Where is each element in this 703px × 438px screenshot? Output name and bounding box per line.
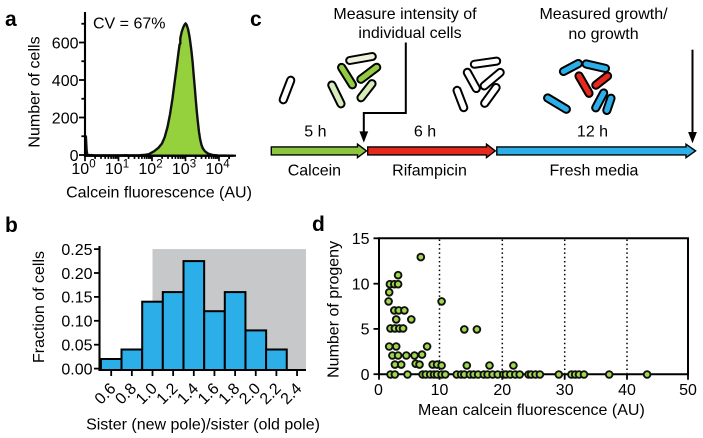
svg-text:0.20: 0.20 — [61, 266, 92, 283]
svg-text:individual cells: individual cells — [358, 25, 461, 42]
svg-text:Measured growth/: Measured growth/ — [539, 6, 668, 23]
svg-text:0: 0 — [361, 367, 370, 384]
svg-text:0.25: 0.25 — [61, 242, 92, 259]
svg-text:0.00: 0.00 — [61, 361, 92, 378]
svg-text:40: 40 — [618, 382, 636, 399]
svg-text:Fraction of cells: Fraction of cells — [31, 251, 48, 363]
svg-text:Mean calcein fluorescence (AU): Mean calcein fluorescence (AU) — [418, 402, 645, 419]
svg-text:d: d — [312, 213, 325, 236]
svg-text:CV = 67%: CV = 67% — [93, 15, 165, 32]
svg-text:Measure intensity of: Measure intensity of — [333, 6, 477, 23]
svg-text:Rifampicin: Rifampicin — [392, 162, 467, 179]
svg-text:200: 200 — [52, 110, 79, 127]
svg-text:0: 0 — [374, 382, 383, 399]
svg-text:0.15: 0.15 — [61, 290, 92, 307]
svg-text:Sister (new pole)/sister (old: Sister (new pole)/sister (old pole) — [86, 417, 320, 434]
svg-text:0.10: 0.10 — [61, 314, 92, 331]
svg-text:0.05: 0.05 — [61, 338, 92, 355]
svg-text:c: c — [250, 8, 262, 31]
svg-text:10: 10 — [352, 277, 370, 294]
svg-text:400: 400 — [52, 73, 79, 90]
svg-text:no growth: no growth — [568, 26, 638, 43]
svg-text:50: 50 — [679, 382, 697, 399]
svg-text:30: 30 — [556, 382, 574, 399]
svg-text:Calcein: Calcein — [288, 162, 341, 179]
svg-text:b: b — [5, 214, 18, 237]
svg-text:15: 15 — [352, 231, 370, 248]
svg-text:5: 5 — [361, 322, 370, 339]
svg-text:Calcein fluorescence (AU): Calcein fluorescence (AU) — [66, 185, 252, 202]
svg-text:600: 600 — [52, 35, 79, 52]
svg-text:6 h: 6 h — [414, 124, 436, 141]
svg-text:Number of cells: Number of cells — [27, 36, 44, 147]
svg-text:5 h: 5 h — [304, 124, 326, 141]
svg-text:a: a — [5, 8, 17, 31]
svg-text:0: 0 — [70, 148, 79, 165]
svg-text:20: 20 — [493, 382, 511, 399]
svg-text:Number of progeny: Number of progeny — [326, 241, 343, 378]
svg-text:10: 10 — [431, 382, 449, 399]
svg-text:12 h: 12 h — [577, 124, 608, 141]
svg-text:Fresh media: Fresh media — [550, 162, 639, 179]
